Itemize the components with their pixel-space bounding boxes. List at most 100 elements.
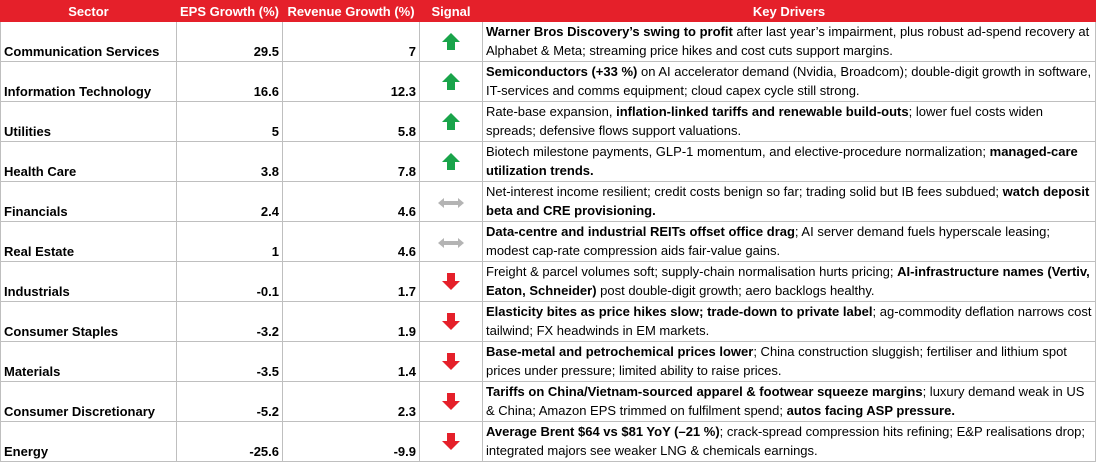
sector-name: Financials (0, 181, 177, 222)
sector-name: Health Care (0, 141, 177, 182)
table-row: Consumer Discretionary -5.2 2.3 Tariffs on … (0, 381, 1096, 422)
driver-highlight: Data-centre and industrial REITs offset … (486, 224, 795, 239)
signal-cell (419, 181, 483, 222)
header-signal: Signal (419, 0, 483, 22)
driver-text: after last year’s impairment, plus robus… (486, 24, 1090, 58)
header-row: Sector EPS Growth (%) Revenue Growth (%)… (0, 0, 1096, 22)
revenue-growth-value: 2.3 (282, 381, 420, 422)
signal-cell (419, 221, 483, 262)
table-row: Consumer Staples -3.2 1.9 Elasticity bites … (0, 301, 1096, 342)
eps-growth-value: 5 (176, 101, 283, 142)
table-row: Utilities 5 5.8 Rate-base expansion, inflat… (0, 101, 1096, 142)
driver-highlight: Elasticity bites as price hikes slow; tr… (486, 304, 873, 319)
driver-highlight: autos facing ASP pressure. (786, 403, 955, 418)
driver-text: ; AI server demand fuels hyperscale leas… (486, 224, 1051, 258)
revenue-growth-value: 12.3 (282, 61, 420, 102)
signal-cell (419, 381, 483, 422)
driver-text: Net-interest income resilient; credit co… (486, 184, 1003, 199)
key-drivers-text: Data-centre and industrial REITs offset … (482, 221, 1096, 262)
arrow-up-icon (442, 33, 460, 51)
driver-highlight: managed-care utilization trends. (486, 144, 1078, 178)
eps-growth-value: -25.6 (176, 421, 283, 462)
eps-growth-value: 16.6 (176, 61, 283, 102)
sector-name: Information Technology (0, 61, 177, 102)
table-row: Real Estate 1 4.6 Data-centre and industria… (0, 221, 1096, 262)
key-drivers-text: Warner Bros Discovery’s swing to profit … (482, 21, 1096, 62)
driver-text: Rate-base expansion, (486, 104, 617, 119)
revenue-growth-value: 1.9 (282, 301, 420, 342)
arrow-up-icon (442, 113, 460, 131)
driver-highlight: Warner Bros Discovery’s swing to profit (486, 24, 733, 39)
sector-name: Real Estate (0, 221, 177, 262)
eps-growth-value: -3.2 (176, 301, 283, 342)
header-revenue-growth: Revenue Growth (%) (282, 0, 420, 22)
signal-cell (419, 301, 483, 342)
driver-text: Biotech milestone payments, GLP-1 moment… (486, 144, 990, 159)
arrow-up-icon (442, 73, 460, 91)
arrow-down-icon (442, 273, 460, 291)
table-row: Financials 2.4 4.6 Net-interest income resi… (0, 181, 1096, 222)
signal-cell (419, 141, 483, 182)
sector-name: Materials (0, 341, 177, 382)
table-row: Health Care 3.8 7.8 Biotech milestone payme… (0, 141, 1096, 182)
arrow-down-icon (442, 433, 460, 451)
sector-name: Utilities (0, 101, 177, 142)
revenue-growth-value: 7 (282, 21, 420, 62)
revenue-growth-value: 7.8 (282, 141, 420, 182)
driver-highlight: AI-infrastructure names (Vertiv, Eaton, … (486, 264, 1090, 298)
key-drivers-text: Elasticity bites as price hikes slow; tr… (482, 301, 1096, 342)
eps-growth-value: 3.8 (176, 141, 283, 182)
sector-name: Energy (0, 421, 177, 462)
revenue-growth-value: -9.9 (282, 421, 420, 462)
header-key-drivers: Key Drivers (482, 0, 1096, 22)
driver-text: ; crack-spread compression hits refining… (486, 424, 1086, 458)
eps-growth-value: -0.1 (176, 261, 283, 302)
key-drivers-text: Rate-base expansion, inflation-linked ta… (482, 101, 1096, 142)
table-header: Sector EPS Growth (%) Revenue Growth (%)… (0, 0, 1096, 22)
eps-growth-value: 1 (176, 221, 283, 262)
driver-highlight: Semiconductors (+33 %) (486, 64, 638, 79)
arrow-up-icon (442, 153, 460, 171)
header-eps-growth: EPS Growth (%) (176, 0, 283, 22)
table-row: Communication Services 29.5 7 Warner Bros D… (0, 21, 1096, 62)
driver-text: Freight & parcel volumes soft; supply-ch… (486, 264, 898, 279)
table-row: Industrials -0.1 1.7 Freight & parcel volum… (0, 261, 1096, 302)
driver-text: ; ag-commodity deflation narrows cost ta… (486, 304, 1092, 338)
driver-text: ; luxury demand weak in US & China; Amaz… (486, 384, 1085, 418)
driver-highlight: watch deposit beta and CRE provisioning. (486, 184, 1090, 218)
driver-text: on AI accelerator demand (Nvidia, Broadc… (486, 64, 1092, 98)
key-drivers-text: Biotech milestone payments, GLP-1 moment… (482, 141, 1096, 182)
arrow-left-right-icon (438, 234, 464, 249)
arrow-down-icon (442, 353, 460, 371)
header-sector: Sector (0, 0, 177, 22)
driver-text: ; lower fuel costs widen spreads; defens… (486, 104, 1044, 138)
signal-cell (419, 421, 483, 462)
revenue-growth-value: 4.6 (282, 221, 420, 262)
key-drivers-text: Average Brent $64 vs $81 YoY (–21 %); cr… (482, 421, 1096, 462)
eps-growth-value: -5.2 (176, 381, 283, 422)
arrow-left-right-icon (438, 194, 464, 209)
table-row: Information Technology 16.6 12.3 Semiconduc… (0, 61, 1096, 102)
sector-name: Consumer Staples (0, 301, 177, 342)
arrow-down-icon (442, 393, 460, 411)
arrow-down-icon (442, 313, 460, 331)
signal-cell (419, 341, 483, 382)
eps-growth-value: 29.5 (176, 21, 283, 62)
revenue-growth-value: 4.6 (282, 181, 420, 222)
signal-cell (419, 101, 483, 142)
signal-cell (419, 261, 483, 302)
table-row: Materials -3.5 1.4 Base-metal and petrochem… (0, 341, 1096, 382)
signal-cell (419, 21, 483, 62)
key-drivers-text: Semiconductors (+33 %) on AI accelerator… (482, 61, 1096, 102)
driver-highlight: Base-metal and petrochemical prices lowe… (486, 344, 754, 359)
driver-highlight: Average Brent $64 vs $81 YoY (–21 %) (486, 424, 720, 439)
table-row: Energy -25.6 -9.9 Average Brent $64 vs $81 … (0, 421, 1096, 462)
driver-highlight: Tariffs on China/Vietnam-sourced apparel… (486, 384, 923, 399)
sector-name: Communication Services (0, 21, 177, 62)
sector-name: Consumer Discretionary (0, 381, 177, 422)
key-drivers-text: Freight & parcel volumes soft; supply-ch… (482, 261, 1096, 302)
driver-text: post double-digit growth; aero backlogs … (596, 283, 875, 298)
key-drivers-text: Tariffs on China/Vietnam-sourced apparel… (482, 381, 1096, 422)
sector-name: Industrials (0, 261, 177, 302)
